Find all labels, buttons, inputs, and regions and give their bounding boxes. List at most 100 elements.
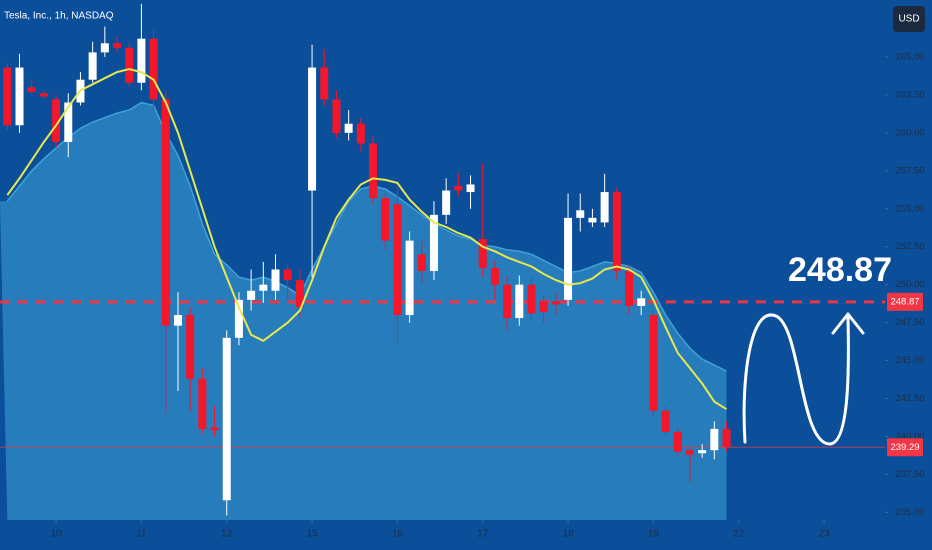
candle-body: [210, 427, 219, 431]
y-tick-label: 255.00: [895, 203, 924, 214]
annotation-arrow: [742, 313, 850, 446]
candle-body: [417, 254, 426, 272]
area-layer: [0, 101, 727, 520]
candle-body: [429, 214, 438, 272]
candle-body: [612, 192, 621, 272]
ma-layer: [6, 68, 728, 411]
x-tick-label: 15: [307, 529, 319, 540]
y-tick-label: 240.00: [895, 431, 924, 442]
arrow-head: [831, 312, 865, 335]
candle-body: [88, 52, 97, 80]
candle-body: [271, 269, 280, 291]
candle-body: [234, 299, 243, 338]
price-label: 248.87: [890, 296, 919, 307]
candle-body: [308, 67, 317, 191]
candle-body: [27, 87, 36, 92]
candle-body: [539, 301, 548, 312]
price-label-box: [887, 438, 923, 457]
candle-body: [698, 450, 707, 454]
candle-body: [393, 204, 402, 316]
candle-body: [454, 185, 463, 191]
y-tick-label: 252.50: [895, 241, 924, 252]
candle-body: [295, 280, 304, 308]
candle-body: [100, 43, 109, 53]
candle-body: [685, 450, 694, 455]
candle-body: [356, 123, 365, 144]
candle-body: [64, 102, 73, 142]
candle-body: [344, 123, 353, 133]
y-tick-label: 242.50: [895, 393, 924, 404]
annotation-text: 248.87: [788, 251, 892, 289]
candle-body: [649, 315, 658, 411]
x-tick-label: 22: [733, 529, 745, 540]
x-tick-label: 18: [562, 529, 574, 540]
candle-body: [478, 239, 487, 268]
candle-body: [722, 428, 731, 448]
candle-body: [113, 43, 122, 48]
candle-body: [15, 67, 24, 126]
y-tick-label: 262.50: [895, 89, 924, 100]
price-label-box: [887, 292, 923, 311]
currency-button[interactable]: [893, 6, 925, 32]
y-tick-label: 265.00: [895, 51, 924, 62]
candle-body: [52, 99, 61, 142]
candle-body: [588, 217, 597, 223]
area-fill: [0, 102, 727, 520]
candle-body: [710, 428, 719, 451]
candle-body: [222, 337, 231, 501]
candle-body: [503, 284, 512, 319]
candle-body: [551, 301, 560, 305]
candle-body: [283, 269, 292, 281]
candle-body: [198, 378, 207, 429]
candle-body: [149, 38, 158, 100]
x-tick-label: 12: [221, 529, 233, 540]
y-tick-label: 250.00: [895, 279, 924, 290]
candle-body: [320, 67, 329, 100]
candle-body: [161, 99, 170, 326]
candle-body: [381, 198, 390, 241]
candle-body: [3, 67, 12, 126]
candle-body: [600, 192, 609, 223]
currency-label[interactable]: USD: [898, 14, 919, 25]
y-tick-label: 260.00: [895, 127, 924, 138]
y-tick-label: 245.00: [895, 355, 924, 366]
price-line-layer: [0, 300, 885, 448]
candle-body: [527, 284, 536, 314]
candle-body: [405, 240, 414, 316]
y-tick-label: 247.50: [895, 317, 924, 328]
y-tick-label: 235.00: [895, 507, 924, 518]
chart-title: Tesla, Inc., 1h, NASDAQ: [4, 11, 114, 22]
x-tick-label: 17: [477, 529, 489, 540]
candle-body: [625, 271, 634, 306]
candle-body: [576, 210, 585, 218]
x-tick-label: 23: [818, 529, 830, 540]
candle-body: [673, 431, 682, 452]
candle-body: [515, 284, 524, 319]
candle-layer: [3, 3, 731, 516]
candle-body: [173, 315, 182, 326]
candle-body: [259, 284, 268, 291]
candle-body: [137, 38, 146, 83]
moving-average: [6, 68, 728, 411]
candle-body: [332, 99, 341, 133]
candle-body: [125, 47, 134, 83]
price-label: 239.29: [890, 442, 919, 453]
candle-body: [442, 190, 451, 215]
candle-body: [247, 290, 256, 300]
candle-body: [466, 184, 475, 193]
y-tick-label: 237.50: [895, 469, 924, 480]
x-tick-label: 10: [51, 529, 63, 540]
x-tick-label: 11: [136, 529, 147, 540]
x-tick-label: 19: [648, 529, 660, 540]
candle-body: [186, 315, 195, 379]
candle-body: [637, 298, 646, 306]
y-tick-label: 257.50: [895, 165, 924, 176]
candle-body: [661, 410, 670, 432]
candle-body: [564, 217, 573, 300]
area-edge: [6, 101, 727, 372]
candle-body: [490, 267, 499, 285]
x-tick-label: 16: [392, 529, 404, 540]
candle-body: [39, 93, 48, 97]
